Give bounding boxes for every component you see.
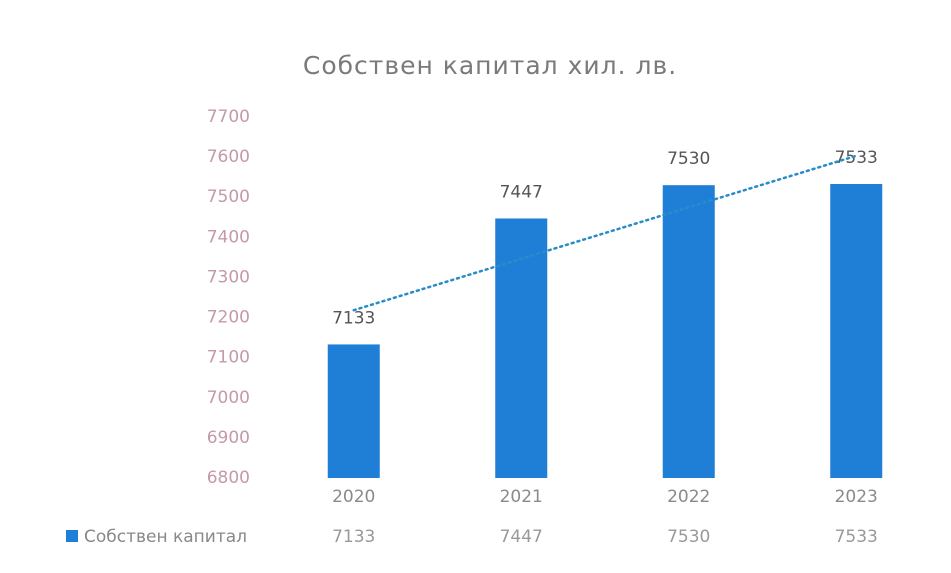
- y-tick-label: 7200: [207, 308, 250, 328]
- y-tick-label: 7000: [207, 388, 250, 408]
- trendline: [352, 154, 858, 312]
- bar: [495, 218, 548, 478]
- data-label: 7533: [835, 148, 878, 168]
- x-tick-label: 2023: [835, 487, 878, 507]
- table-value: 7447: [500, 527, 543, 547]
- legend-swatch: [66, 530, 78, 542]
- y-tick-label: 6900: [207, 428, 250, 448]
- y-tick-label: 7300: [207, 267, 250, 287]
- y-tick-label: 7400: [207, 227, 250, 247]
- y-tick-label: 6800: [207, 468, 250, 488]
- table-value: 7530: [667, 527, 710, 547]
- chart-title: Собствен капитал хил. лв.: [303, 51, 677, 80]
- bar: [662, 185, 715, 478]
- x-tick-label: 2020: [332, 487, 375, 507]
- table-value: 7533: [835, 527, 878, 547]
- legend-label: Собствен капитал: [84, 527, 247, 547]
- table-value: 7133: [332, 527, 375, 547]
- y-tick-label: 7100: [207, 348, 250, 368]
- y-tick-label: 7600: [207, 147, 250, 167]
- bar: [830, 183, 883, 479]
- y-tick-label: 7700: [207, 107, 250, 127]
- x-tick-label: 2022: [667, 487, 710, 507]
- data-label: 7133: [332, 308, 375, 328]
- x-tick-label: 2021: [500, 487, 543, 507]
- data-label: 7447: [500, 182, 543, 202]
- y-tick-label: 7500: [207, 187, 250, 207]
- bar: [327, 344, 380, 478]
- data-label: 7530: [667, 149, 710, 169]
